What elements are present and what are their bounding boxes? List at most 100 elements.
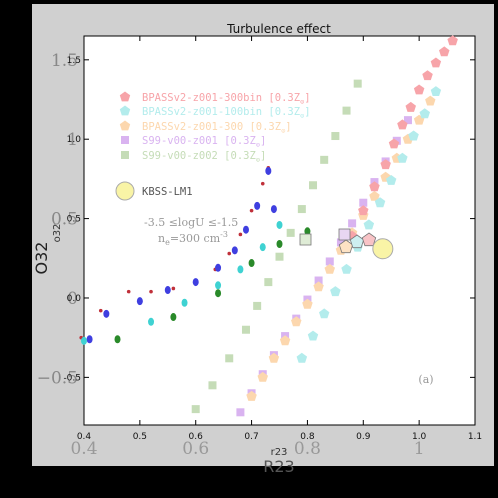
data-point-series-2	[302, 298, 313, 309]
data-point-series-0	[422, 70, 433, 81]
data-point-series-2	[425, 95, 436, 106]
data-point-series-1	[363, 219, 375, 230]
data-point-series-4	[275, 252, 284, 261]
data-point-green	[304, 227, 311, 236]
legend-label-suffix: ]	[285, 121, 291, 133]
data-point-series-0	[447, 35, 458, 46]
legend-label-kbss: KBSS-LM1	[142, 186, 193, 198]
data-point-series-0	[397, 119, 408, 130]
data-point-series-2	[257, 371, 268, 382]
data-point-cyan	[215, 281, 222, 290]
highlight-square-s99-z002	[299, 233, 312, 246]
data-point-series-2	[268, 352, 280, 363]
data-point-series-4	[297, 205, 306, 214]
data-point-series-2	[313, 281, 324, 292]
y-tick-label: -0.5	[63, 373, 81, 383]
ghost-x-tick-label: 0.6	[182, 439, 209, 459]
data-point-blue	[270, 205, 277, 214]
annotation-density: ne=300 cm-3	[158, 230, 228, 247]
data-point-red	[98, 308, 103, 313]
data-point-cyan	[259, 243, 266, 252]
legend-marker-series-0	[119, 91, 131, 102]
data-point-blue	[164, 286, 171, 295]
data-point-blue	[192, 278, 199, 287]
legend-label-text: BPASSv2-z001-300bin [0.3Z	[142, 92, 300, 104]
data-point-series-4	[331, 132, 340, 141]
highlight-square-s99-z001	[338, 228, 351, 241]
legend-label-subscript: ⊙	[281, 127, 285, 135]
data-point-series-0	[388, 138, 400, 149]
data-point-cyan	[81, 336, 87, 345]
data-point-series-2	[279, 335, 291, 346]
x-tick-label: 0.7	[244, 432, 258, 442]
legend-label-text: BPASSv2-z001-300 [0.3Z	[142, 121, 281, 133]
ghost-x-tick-label: 0.4	[70, 439, 97, 459]
data-point-series-0	[430, 57, 442, 68]
data-point-red	[249, 208, 254, 213]
data-point-series-4	[320, 155, 329, 164]
x-tick-label: 0.9	[356, 432, 371, 442]
data-point-series-0	[380, 159, 391, 170]
ghost-x-tick-labels: 0.4 0.6 0.8 1	[70, 439, 424, 459]
x-axis-label-ghost: R23	[263, 457, 294, 476]
data-point-series-0	[413, 84, 425, 95]
data-point-series-3	[359, 198, 368, 207]
data-point-red	[171, 286, 176, 291]
data-point-cyan	[181, 298, 188, 307]
legend-label-series-2: BPASSv2-z001-300 [0.3Z⊙]	[142, 121, 292, 135]
data-point-series-4	[208, 381, 217, 390]
legend-marker-series-3	[121, 136, 129, 144]
legend-label-subscript: ⊙	[300, 112, 304, 120]
panel-label: (a)	[418, 373, 433, 386]
data-point-series-4	[191, 405, 200, 414]
data-point-series-0	[369, 181, 380, 192]
data-point-cyan	[276, 220, 283, 229]
data-point-series-1	[430, 86, 442, 96]
legend-marker-series-4	[121, 151, 129, 159]
annotation-density-n: n	[158, 232, 165, 245]
data-point-series-4	[309, 181, 318, 190]
data-point-series-4	[264, 278, 273, 287]
data-point-series-1	[307, 330, 319, 341]
data-point-green	[170, 313, 177, 322]
legend-label-suffix: ]	[260, 135, 266, 147]
data-point-series-1	[341, 263, 352, 274]
legend-label-subscript: ⊙	[300, 98, 304, 106]
data-point-cyan	[148, 317, 155, 326]
data-point-series-1	[397, 152, 408, 163]
chart-title: Turbulence effect	[226, 22, 331, 36]
y-ticks: -0.5 0.0 0.5 1.0 1.5	[63, 56, 475, 383]
data-point-series-1	[408, 130, 419, 141]
data-point-series-2	[246, 390, 257, 401]
x-ticks: 0.4 0.5 0.6 0.7 0.8 0.9 1.0 1.1	[77, 36, 482, 442]
legend-marker-kbss	[115, 181, 135, 201]
data-point-series-0	[358, 205, 369, 216]
data-point-series-4	[241, 325, 250, 334]
x-tick-label: 0.6	[189, 432, 204, 442]
legend-label-suffix: ]	[260, 150, 266, 162]
y-tick-label: 1.5	[67, 56, 81, 66]
ghost-x-tick-label: 1	[414, 439, 425, 459]
data-point-green	[215, 289, 222, 298]
data-point-green	[248, 259, 255, 268]
ghost-y-tick-label: 1.5	[51, 51, 78, 71]
annotation-density-sub: e	[165, 238, 170, 247]
ghost-y-tick-label: 1	[67, 130, 78, 150]
data-point-red	[260, 181, 265, 186]
data-point-blue	[103, 309, 110, 318]
ghost-y-tick-label: 0	[67, 289, 78, 309]
x-tick-label: 0.5	[133, 432, 147, 442]
data-point-green	[114, 335, 121, 344]
data-point-blue	[215, 263, 222, 272]
data-point-series-1	[386, 175, 397, 185]
legend-label-series-3: S99-v00-z001 [0.3Z⊙]	[142, 135, 266, 149]
data-point-cyan	[237, 265, 244, 274]
legend-label-series-0: BPASSv2-z001-300bin [0.3Z⊙]	[142, 92, 311, 106]
y-axis-label-ghost: O32	[32, 242, 51, 275]
data-point-series-3	[348, 219, 357, 228]
y-axis-label: o32	[52, 224, 63, 243]
data-point-blue	[136, 297, 143, 306]
plot-area	[83, 35, 476, 426]
data-point-series-1	[296, 352, 308, 363]
